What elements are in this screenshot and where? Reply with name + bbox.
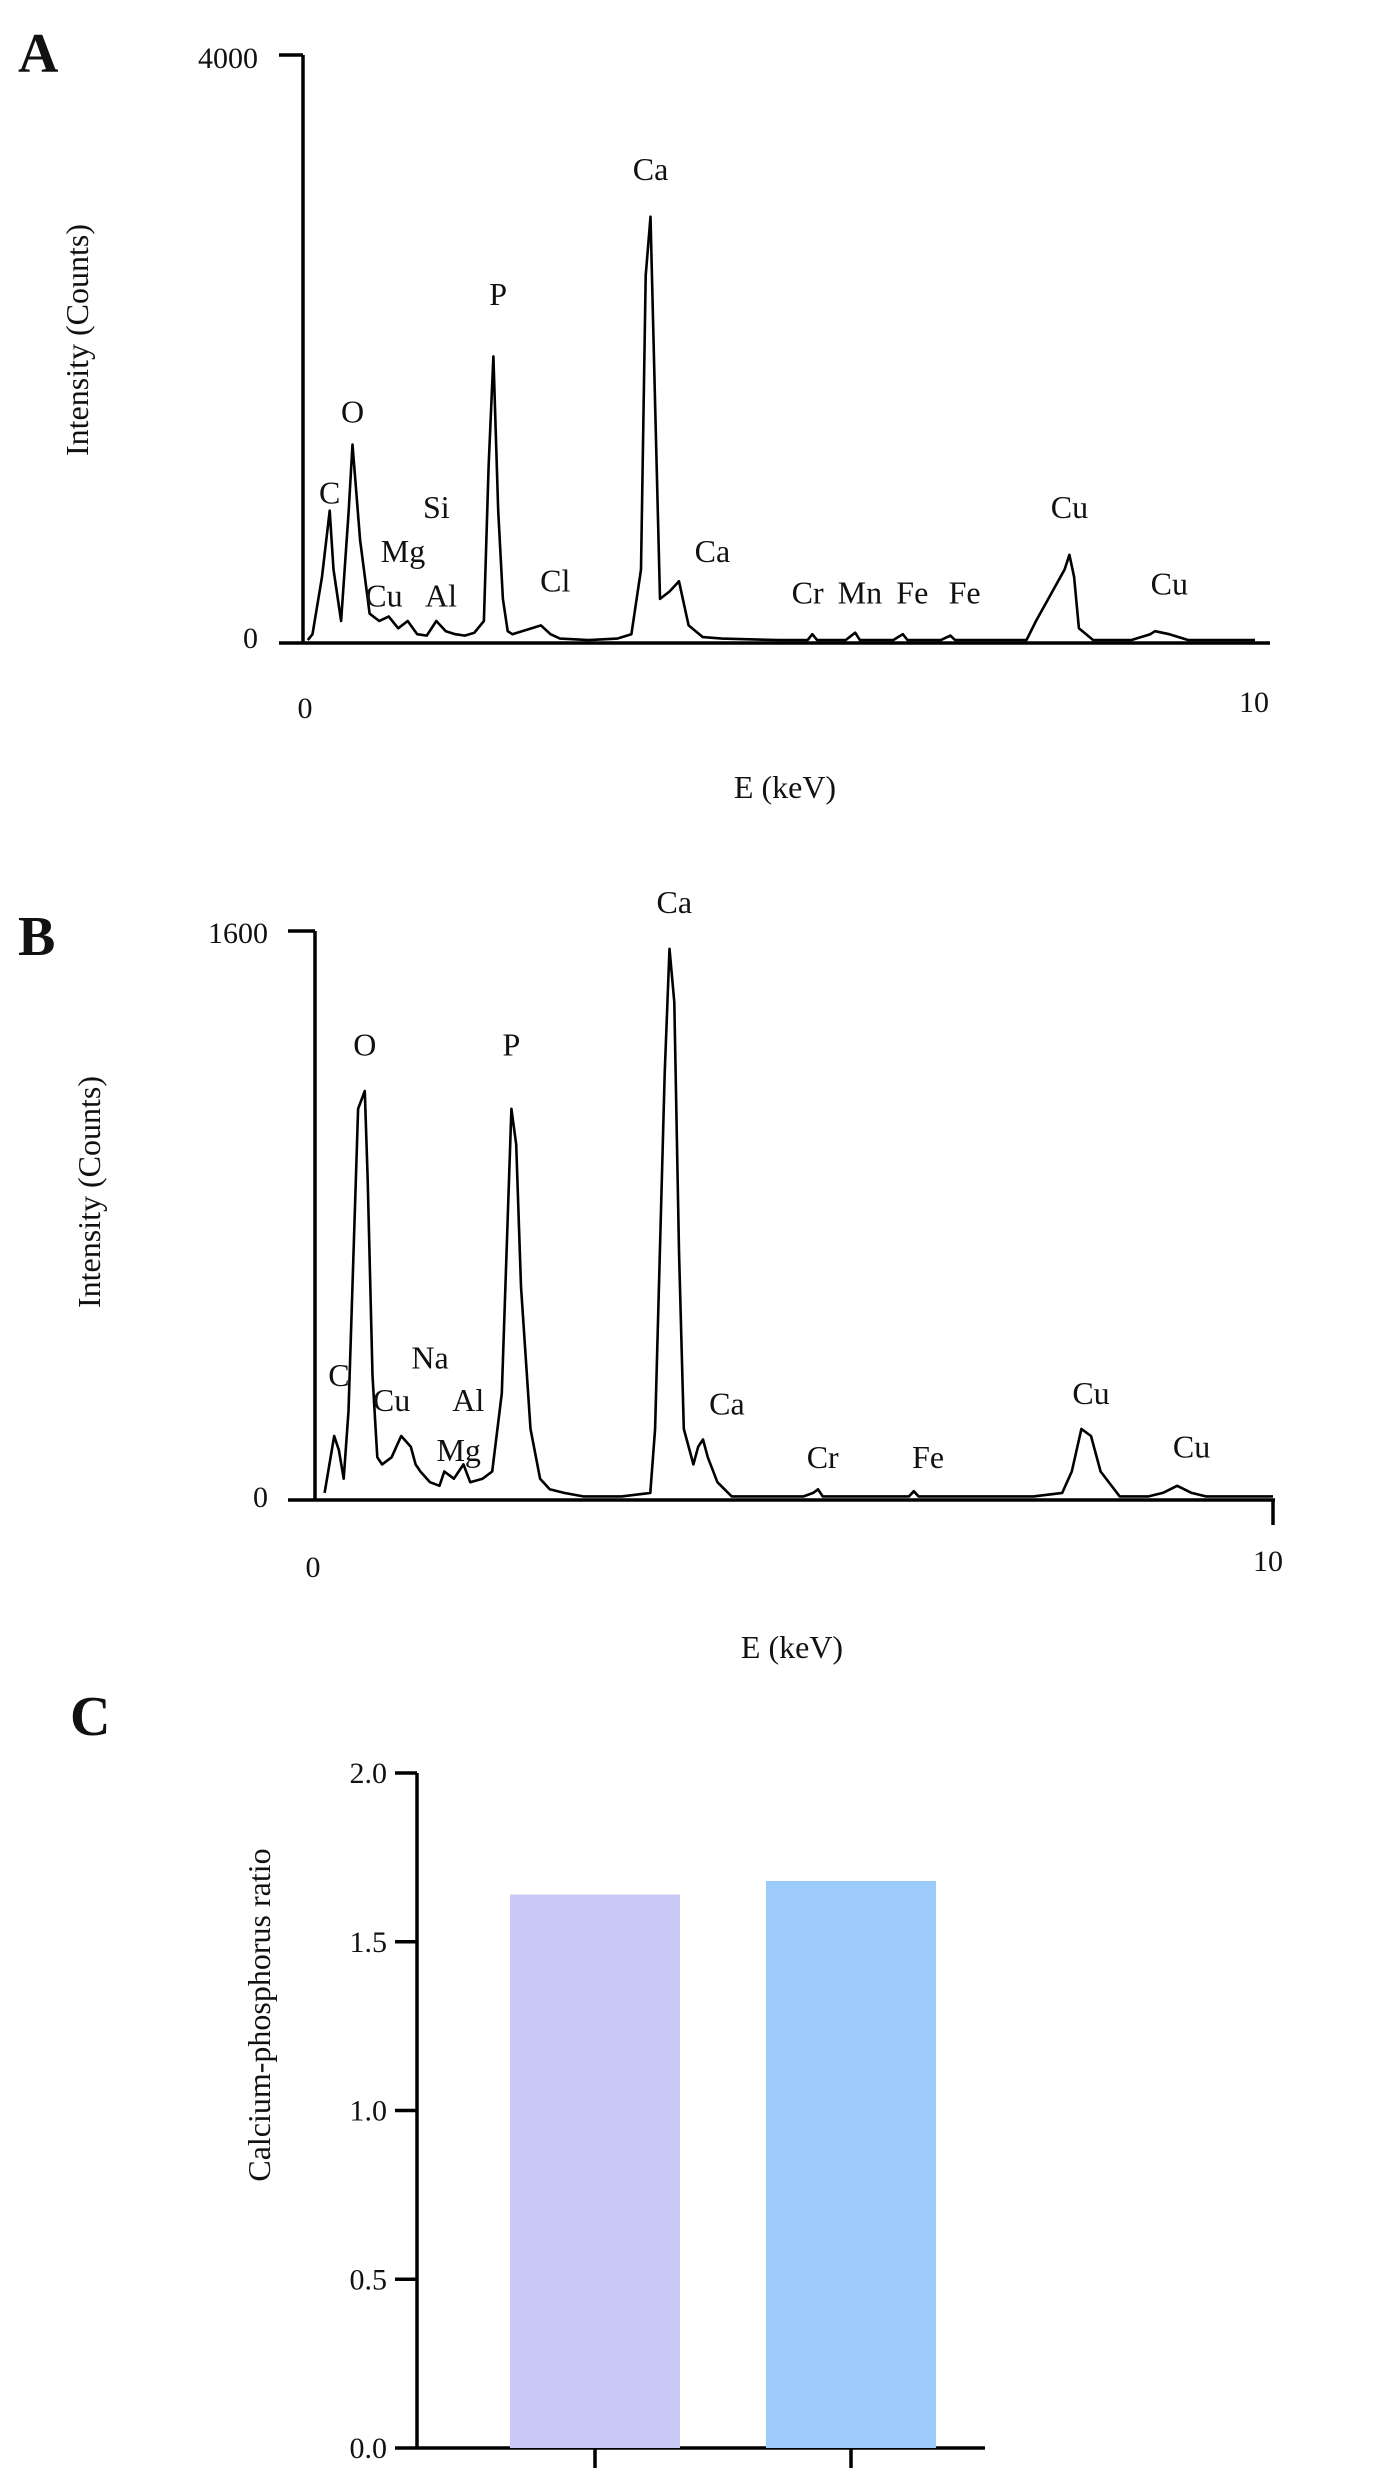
panel-a-peak-label-o: O bbox=[341, 394, 364, 430]
panel-a-peak-label-mg: Mg bbox=[381, 533, 425, 569]
panel-a-peak-label-p: P bbox=[489, 276, 507, 312]
panel-a-xtick-max: 10 bbox=[1239, 686, 1269, 719]
panel-a-peak-label-ca: Ca bbox=[633, 151, 669, 187]
panel-b-peak-label-cu: Cu bbox=[373, 1382, 410, 1418]
panel-b-peak-label-cr: Cr bbox=[807, 1439, 839, 1475]
panel-a-xlabel: E (keV) bbox=[734, 769, 836, 805]
panel-a-peak-label-mn: Mn bbox=[838, 574, 882, 610]
panel-c-marks: 0.00.51.01.52.0NBnHA bbox=[350, 1757, 936, 2468]
panel-b-peak-label-o: O bbox=[353, 1027, 376, 1063]
panel-a-peak-label-cu: Cu bbox=[365, 577, 402, 613]
panel-b-letter: B bbox=[18, 906, 55, 968]
panel-c-chart: C Calcium-phosphorus ratio 0.0 0.5 1.0 1.5 2… bbox=[70, 1686, 985, 2468]
panel-c-ytick-label: 0.0 bbox=[350, 2432, 388, 2465]
panel-a-spectrum-line bbox=[306, 215, 1255, 642]
panel-a-xtick-min: 0 bbox=[298, 692, 313, 725]
panel-b-ylabel: Intensity (Counts) bbox=[71, 1076, 107, 1308]
panel-b-spectrum-line bbox=[323, 947, 1273, 1498]
panel-c-ytick-label: 2.0 bbox=[350, 1757, 388, 1790]
panel-b-peak-label-mg: Mg bbox=[436, 1432, 480, 1468]
panel-b-ytick-zero: 0 bbox=[253, 1481, 268, 1514]
panel-a-peak-label-cu: Cu bbox=[1051, 489, 1088, 525]
panel-b-peak-label-na: Na bbox=[411, 1339, 448, 1375]
panel-a-chart: A Intensity (Counts) 4000 0 0 10 E (keV)… bbox=[18, 23, 1270, 805]
panel-a-marks: C O Si Mg Cu Al P Cl Ca Ca Cr Mn Fe Fe Cu Cu bbox=[306, 151, 1255, 642]
panel-c-letter: C bbox=[70, 1686, 110, 1748]
panel-a-peak-label-c: C bbox=[319, 474, 340, 510]
panel-b-xtick-min: 0 bbox=[306, 1551, 321, 1584]
panel-b-peak-label-fe: Fe bbox=[912, 1439, 944, 1475]
panel-a-peak-label-al: Al bbox=[425, 577, 457, 613]
panel-b-peak-label-cu: Cu bbox=[1173, 1428, 1210, 1464]
panel-b-peak-label-al: Al bbox=[452, 1382, 484, 1418]
panel-a-peak-label-ca: Ca bbox=[695, 533, 731, 569]
panel-a-ylabel: Intensity (Counts) bbox=[59, 224, 95, 456]
panel-b-chart: B Intensity (Counts) 1600 0 0 10 E (keV)… bbox=[18, 884, 1283, 1665]
panel-b-xlabel: E (keV) bbox=[741, 1629, 843, 1665]
panel-b-peak-label-ca: Ca bbox=[657, 884, 693, 920]
panel-a-ytick-max: 4000 bbox=[198, 42, 258, 75]
panel-b-peak-label-c: C bbox=[328, 1357, 349, 1393]
panel-c-bar-nha bbox=[766, 1881, 936, 2448]
panel-c-ylabel: Calcium-phosphorus ratio bbox=[241, 1848, 277, 2181]
panel-b-ytick-max: 1600 bbox=[208, 917, 268, 950]
panel-b-peak-label-ca: Ca bbox=[709, 1386, 745, 1422]
panel-a-peak-label-cu: Cu bbox=[1151, 566, 1188, 602]
panel-c-bar-nb bbox=[510, 1894, 680, 2448]
panel-c-ytick-label: 0.5 bbox=[350, 2263, 388, 2296]
panel-c-ytick-label: 1.5 bbox=[350, 1926, 388, 1959]
panel-b-peak-label-cu: Cu bbox=[1072, 1375, 1109, 1411]
panel-a-peak-label-fe: Fe bbox=[949, 574, 981, 610]
panel-c-ytick-label: 1.0 bbox=[350, 2095, 388, 2128]
panel-b-peak-label-p: P bbox=[503, 1027, 521, 1063]
panel-a-peak-label-cl: Cl bbox=[540, 563, 570, 599]
panel-a-peak-label-fe: Fe bbox=[896, 574, 928, 610]
panel-a-letter: A bbox=[18, 23, 59, 85]
panel-a-peak-label-cr: Cr bbox=[792, 574, 824, 610]
panel-b-xtick-max: 10 bbox=[1253, 1545, 1283, 1578]
panel-a-ytick-zero: 0 bbox=[243, 622, 258, 655]
panel-a-peak-label-si: Si bbox=[423, 489, 450, 525]
